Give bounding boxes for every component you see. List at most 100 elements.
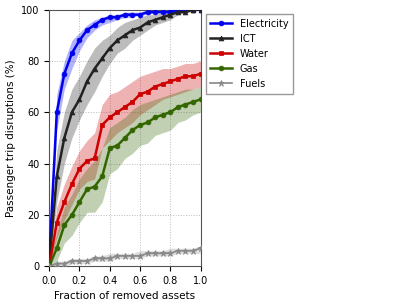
ICT: [100, 56, 105, 60]
Gas: [100, 174, 105, 178]
Water: [183, 74, 188, 78]
Gas: [47, 264, 52, 268]
ICT: [70, 110, 74, 114]
Gas: [85, 187, 90, 191]
Fuels: [191, 249, 196, 253]
Water: [137, 92, 142, 96]
Fuels: [160, 251, 165, 255]
ICT: [54, 174, 59, 178]
ICT: [115, 38, 120, 42]
Water: [115, 110, 120, 114]
Fuels: [47, 264, 52, 268]
Line: Water: Water: [47, 71, 203, 269]
ICT: [92, 67, 97, 70]
Electricity: [130, 13, 135, 17]
Water: [77, 167, 82, 170]
ICT: [62, 136, 67, 140]
Gas: [70, 213, 74, 217]
Y-axis label: Passenger trip disruptions (%): Passenger trip disruptions (%): [6, 59, 16, 217]
Electricity: [115, 15, 120, 19]
Gas: [175, 105, 180, 109]
Fuels: [100, 257, 105, 260]
Fuels: [168, 251, 173, 255]
Water: [130, 100, 135, 104]
Electricity: [198, 8, 203, 11]
Electricity: [160, 10, 165, 14]
Electricity: [183, 8, 188, 11]
Gas: [153, 115, 157, 119]
Electricity: [47, 259, 52, 263]
Fuels: [62, 262, 67, 266]
ICT: [168, 13, 173, 17]
Electricity: [153, 10, 157, 14]
ICT: [85, 80, 90, 83]
Fuels: [153, 251, 157, 255]
Electricity: [137, 13, 142, 17]
Electricity: [107, 15, 112, 19]
Electricity: [77, 38, 82, 42]
Gas: [54, 246, 59, 250]
Water: [122, 105, 127, 109]
Water: [107, 115, 112, 119]
Electricity: [145, 10, 150, 14]
Water: [145, 90, 150, 94]
ICT: [183, 10, 188, 14]
Line: Fuels: Fuels: [46, 245, 204, 269]
Gas: [122, 136, 127, 140]
Electricity: [92, 23, 97, 27]
Water: [175, 77, 180, 81]
Legend: Electricity, ICT, Water, Gas, Fuels: Electricity, ICT, Water, Gas, Fuels: [205, 14, 293, 94]
Fuels: [130, 254, 135, 258]
Electricity: [70, 51, 74, 55]
Water: [191, 74, 196, 78]
Gas: [160, 113, 165, 117]
Water: [70, 182, 74, 186]
Water: [47, 264, 52, 268]
Gas: [198, 98, 203, 101]
Water: [168, 80, 173, 83]
Gas: [62, 223, 67, 227]
Water: [160, 82, 165, 86]
ICT: [160, 15, 165, 19]
Water: [100, 123, 105, 127]
Fuels: [107, 257, 112, 260]
Gas: [115, 144, 120, 147]
Fuels: [70, 259, 74, 263]
Fuels: [115, 254, 120, 258]
Fuels: [137, 254, 142, 258]
Electricity: [62, 72, 67, 76]
Electricity: [54, 110, 59, 114]
Electricity: [100, 18, 105, 22]
Gas: [145, 121, 150, 124]
Gas: [92, 185, 97, 188]
Line: Gas: Gas: [47, 97, 203, 269]
ICT: [130, 28, 135, 32]
Electricity: [168, 10, 173, 14]
ICT: [137, 26, 142, 29]
Water: [92, 157, 97, 160]
Fuels: [92, 257, 97, 260]
Fuels: [122, 254, 127, 258]
Electricity: [122, 13, 127, 17]
Fuels: [145, 251, 150, 255]
Fuels: [175, 249, 180, 253]
ICT: [47, 262, 52, 266]
Water: [85, 159, 90, 163]
Water: [62, 200, 67, 204]
Electricity: [191, 8, 196, 11]
Gas: [168, 110, 173, 114]
Line: Electricity: Electricity: [47, 7, 203, 263]
Electricity: [175, 8, 180, 11]
Fuels: [77, 259, 82, 263]
Fuels: [183, 249, 188, 253]
ICT: [191, 8, 196, 11]
Gas: [191, 100, 196, 104]
Fuels: [198, 246, 203, 250]
Line: ICT: ICT: [47, 7, 203, 266]
Water: [198, 72, 203, 76]
Electricity: [85, 28, 90, 32]
ICT: [77, 98, 82, 101]
Gas: [130, 128, 135, 132]
Water: [54, 221, 59, 224]
ICT: [107, 46, 112, 50]
